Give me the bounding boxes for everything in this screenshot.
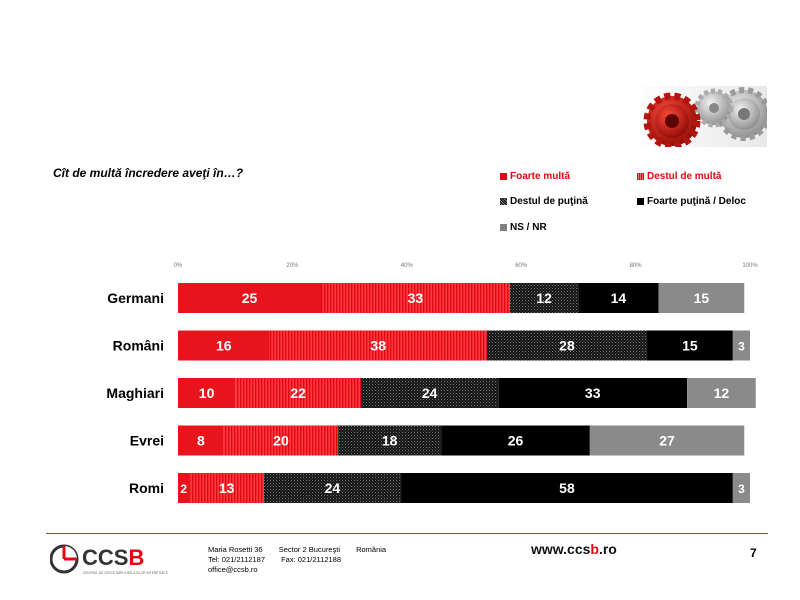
data-label: 25 xyxy=(242,290,258,306)
street: Maria Rosetti 36 xyxy=(208,545,263,554)
bar-segment xyxy=(189,473,264,503)
legend-item-destul-de-multa: Destul de multă xyxy=(637,171,721,182)
data-label: 3 xyxy=(738,482,745,496)
footer-separator xyxy=(46,533,768,534)
bar-segment xyxy=(361,378,499,408)
footer-address: Maria Rosetti 36 Sector 2 Bucureşti Româ… xyxy=(208,545,400,575)
data-label: 8 xyxy=(197,433,205,449)
bar-segment xyxy=(687,378,756,408)
legend-item-ns-nr: NS / NR xyxy=(500,222,547,233)
bar-segment xyxy=(441,425,590,456)
red-gear-icon xyxy=(643,92,701,147)
bar-segment xyxy=(732,330,750,361)
legend-swatch xyxy=(500,198,507,205)
bar-segment xyxy=(269,330,487,361)
data-label: 16 xyxy=(216,338,232,354)
legend-label: Destul de puţină xyxy=(510,196,588,207)
chart-title: Cît de multă încredere aveţi în…? xyxy=(53,166,244,180)
address-line-2: Tel: 021/2112187 Fax: 021/2112188 xyxy=(208,555,400,565)
country: România xyxy=(356,545,387,554)
legend-swatch xyxy=(500,224,507,231)
category-label: Evrei xyxy=(130,433,164,449)
legend-swatch xyxy=(637,198,644,205)
x-tick-label: 100% xyxy=(742,263,758,269)
bar-segment xyxy=(178,425,224,456)
data-label: 12 xyxy=(714,385,730,401)
data-label: 10 xyxy=(199,385,215,401)
legend-swatch xyxy=(637,173,644,180)
category-label: Romi xyxy=(129,480,164,496)
logo-text: CCSB xyxy=(82,545,144,570)
data-label: 26 xyxy=(508,433,524,449)
website-accent: b xyxy=(590,541,599,557)
legend-swatch xyxy=(500,173,507,180)
bar-segment xyxy=(338,425,442,456)
page-number: 7 xyxy=(750,546,757,560)
data-label: 24 xyxy=(325,480,341,496)
bar-segment xyxy=(223,425,339,456)
ccsb-logo: CCSB CENTRUL DE CERCETARE A RELAȚIILOR I… xyxy=(50,544,168,575)
bar-segment xyxy=(235,378,362,408)
address-line-1: Maria Rosetti 36 Sector 2 Bucureşti Româ… xyxy=(208,545,400,555)
grey-gear-small-icon xyxy=(694,88,734,128)
data-label: 12 xyxy=(536,290,552,306)
bar-segment xyxy=(732,473,750,503)
legend-label: NS / NR xyxy=(510,222,547,233)
x-tick-label: 40% xyxy=(401,263,414,269)
website-prefix: www.ccs xyxy=(531,541,591,557)
legend-item-destul-de-putina: Destul de puţină xyxy=(500,196,588,207)
x-tick-label: 60% xyxy=(515,263,528,269)
bar-segment xyxy=(178,473,190,503)
bar-segment xyxy=(263,473,402,503)
bar-segment xyxy=(647,330,733,361)
data-label: 13 xyxy=(219,480,235,496)
data-label: 33 xyxy=(408,290,424,306)
data-label: 14 xyxy=(611,290,627,306)
legend-label: Destul de multă xyxy=(647,171,722,182)
bar-segment xyxy=(401,473,733,503)
bar-segment xyxy=(178,330,270,361)
district: Sector 2 Bucureşti xyxy=(278,545,340,554)
bar-segment xyxy=(321,283,510,313)
category-label: Germani xyxy=(107,290,164,306)
bar-segment xyxy=(509,283,579,313)
phone: Tel: 021/2112187 xyxy=(208,555,265,564)
legend-label: Foarte puţină / Deloc xyxy=(647,196,746,207)
logo-subtext: CENTRUL DE CERCETARE A RELAȚIILOR INTERE… xyxy=(83,571,168,575)
data-label: 27 xyxy=(659,433,675,449)
data-label: 15 xyxy=(682,338,698,354)
bar-segment xyxy=(498,378,688,408)
fax: Fax: 021/2112188 xyxy=(281,555,342,564)
bar-segment xyxy=(578,283,659,313)
x-tick-label: 0% xyxy=(174,263,183,269)
email: office@ccsb.ro xyxy=(208,565,258,574)
gears-image xyxy=(632,86,767,147)
x-tick-label: 80% xyxy=(630,263,643,269)
data-label: 33 xyxy=(585,385,601,401)
legend-item-foarte-putina: Foarte puţină / Deloc xyxy=(637,196,746,207)
category-label: Români xyxy=(113,338,164,354)
website-suffix: .ro xyxy=(598,541,617,557)
category-label: Maghiari xyxy=(106,385,164,401)
bar-segment xyxy=(178,283,321,313)
x-tick-label: 20% xyxy=(286,263,299,269)
bar-segment xyxy=(486,330,648,361)
bar-segment xyxy=(178,378,236,408)
data-label: 28 xyxy=(559,338,575,354)
data-label: 20 xyxy=(273,433,289,449)
bar-segment xyxy=(589,425,745,456)
data-label: 3 xyxy=(738,340,745,354)
data-label: 22 xyxy=(290,385,306,401)
data-label: 15 xyxy=(694,290,710,306)
data-label: 24 xyxy=(422,385,438,401)
data-label: 18 xyxy=(382,433,398,449)
bar-segment xyxy=(658,283,745,313)
legend-item-foarte-multa: Foarte multă xyxy=(500,171,570,182)
data-label: 58 xyxy=(559,480,575,496)
legend-label: Foarte multă xyxy=(510,171,571,182)
website-link[interactable]: www.ccsb.ro xyxy=(531,541,617,557)
data-label: 38 xyxy=(370,338,386,354)
data-label: 2 xyxy=(180,482,187,496)
